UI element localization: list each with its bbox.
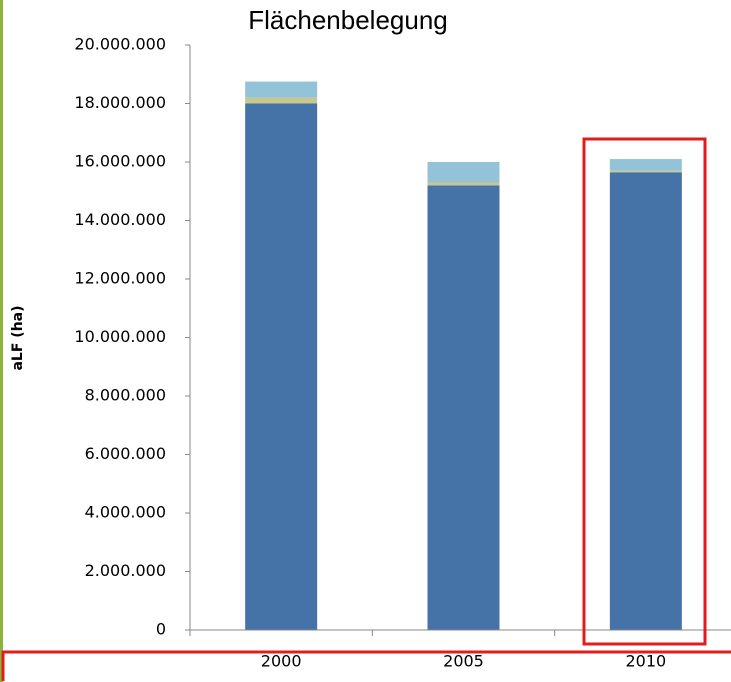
left-border <box>0 0 3 682</box>
y-axis-label: aLF (ha) <box>10 305 26 370</box>
y-tick-label: 20.000.000 <box>74 35 166 54</box>
bar-segment <box>609 172 682 631</box>
y-tick-label: 0 <box>156 620 166 639</box>
bar-segment <box>609 159 682 171</box>
y-tick-label: 6.000.000 <box>85 444 166 463</box>
y-tick-label: 8.000.000 <box>85 386 166 405</box>
bar-segment <box>427 185 500 630</box>
chart-title: Flächenbelegung <box>248 5 448 35</box>
y-tick-label: 10.000.000 <box>74 327 166 346</box>
x-tick-label: 2010 <box>625 652 666 671</box>
y-tick-label: 4.000.000 <box>85 503 166 522</box>
y-tick-label: 12.000.000 <box>74 269 166 288</box>
bar-segment <box>609 170 682 173</box>
bar-segment <box>245 103 318 630</box>
x-tick-label: 2000 <box>261 652 302 671</box>
y-tick-label: 14.000.000 <box>74 210 166 229</box>
y-tick-label: 2.000.000 <box>85 561 166 580</box>
bar-segment <box>427 182 500 186</box>
bar-segment <box>245 97 318 104</box>
y-tick-label: 18.000.000 <box>74 93 166 112</box>
highlight-box <box>582 137 707 646</box>
y-tick-label: 16.000.000 <box>74 152 166 171</box>
x-tick-label: 2005 <box>443 652 484 671</box>
bar-segment <box>245 81 318 98</box>
plot-area: 0 2.000.000 4.000.000 6.000.000 8.000.000 10.… <box>74 35 682 671</box>
highlight-frame <box>1 650 731 681</box>
bar-segment <box>427 162 500 183</box>
